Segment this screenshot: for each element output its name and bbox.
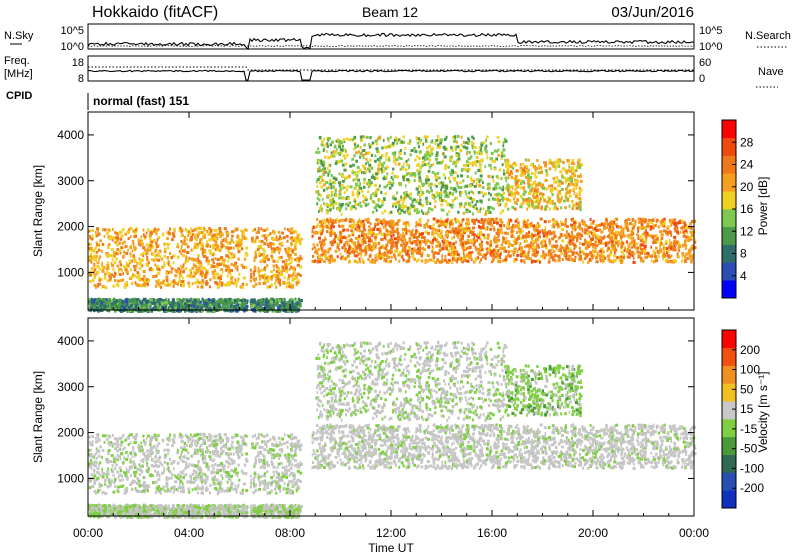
freq-unit-label: [MHz] — [4, 68, 33, 80]
nsky-line — [87, 32, 695, 51]
colorbar-swatch — [722, 419, 736, 438]
freq-trace — [87, 66, 695, 81]
colorbar-swatch — [722, 454, 736, 473]
colorbar-tick-label: 24 — [740, 158, 754, 172]
x-tick-label: 00:00 — [679, 526, 709, 540]
colorbar-tick-label: 20 — [740, 180, 754, 194]
colorbar-swatch — [722, 155, 736, 174]
freq-line — [87, 69, 695, 81]
velocity-scatter — [88, 340, 697, 519]
power-echo-band-2 — [311, 217, 697, 264]
colorbar-swatch — [722, 365, 736, 384]
nave-line — [88, 66, 694, 71]
power-scatter — [88, 134, 697, 313]
colorbar-swatch — [722, 330, 736, 349]
velocity-colorbar: 200 100 50 15 -15 -50 -100 -200 — [721, 329, 764, 509]
colorbar-swatch — [722, 173, 736, 192]
colorbar-swatch — [722, 383, 736, 402]
x-tick-label: 16:00 — [477, 526, 507, 540]
x-tick-label: 12:00 — [376, 526, 406, 540]
power-colorbar-label: Power [dB] — [756, 177, 770, 236]
colorbar-swatch — [722, 120, 736, 139]
colorbar-swatch — [722, 137, 736, 156]
colorbar-swatch — [722, 244, 736, 263]
nsky-tick-top: 10^5 — [60, 25, 84, 37]
colorbar-swatch — [722, 401, 736, 420]
velocity-echo-band-0 — [88, 432, 303, 496]
y-tick-label: 4000 — [57, 128, 84, 142]
power-echo-band-0 — [88, 226, 303, 290]
freq-label: Freq. — [4, 55, 30, 67]
nsearch-label: N.Search — [745, 30, 791, 42]
velocity-echo-band-3 — [315, 340, 508, 422]
power-y-ticks: 4000 3000 2000 1000 — [57, 128, 694, 279]
cpid-value: normal (fast) 151 — [93, 94, 189, 108]
nave-tick-bottom: 0 — [699, 73, 705, 85]
nsearch-tick-bottom: 10^0 — [699, 41, 723, 53]
colorbar-tick-label: 50 — [740, 382, 754, 396]
freq-tick-top: 18 — [72, 57, 84, 69]
y-tick-label: 2000 — [57, 426, 84, 440]
nsky-tick-bottom: 10^0 — [60, 41, 84, 53]
colorbar-tick-label: -200 — [740, 481, 764, 495]
freq-panel-frame — [87, 55, 695, 82]
x-tick-label: 20:00 — [578, 526, 608, 540]
power-echo-band-1 — [88, 297, 303, 313]
colorbar-swatch — [722, 347, 736, 366]
x-tick-label: 00:00 — [73, 526, 103, 540]
colorbar-tick-label: -100 — [740, 461, 764, 475]
colorbar-tick-label: 28 — [740, 135, 754, 149]
colorbar-swatch — [722, 436, 736, 455]
colorbar-tick-label: -15 — [740, 422, 758, 436]
y-tick-label: 3000 — [57, 380, 84, 394]
colorbar-tick-label: 100 — [740, 363, 760, 377]
power-echo-band-4 — [504, 158, 584, 212]
colorbar-swatch — [722, 472, 736, 491]
y-tick-label: 3000 — [57, 174, 84, 188]
power-ylabel: Slant Range [km] — [31, 165, 45, 257]
colorbar-swatch — [722, 209, 736, 228]
colorbar-tick-label: 8 — [740, 247, 747, 261]
x-axis-ticks: 00:00 04:00 08:00 12:00 16:00 20:00 00:00 — [73, 112, 709, 540]
colorbar-swatch — [722, 191, 736, 210]
x-axis-label: Time UT — [368, 541, 414, 554]
velocity-echo-band-4 — [504, 364, 584, 418]
y-tick-label: 2000 — [57, 220, 84, 234]
velocity-echo-band-1 — [88, 503, 303, 519]
power-colorbar: 28 24 20 16 12 8 4 — [721, 119, 754, 299]
colorbar-swatch — [722, 226, 736, 245]
beam-label: Beam 12 — [362, 4, 418, 20]
nsky-label: N.Sky — [4, 30, 34, 42]
cpid-label: CPID — [6, 90, 32, 102]
x-tick-label: 04:00 — [174, 526, 204, 540]
colorbar-swatch — [722, 490, 736, 509]
colorbar-swatch — [722, 262, 736, 281]
colorbar-swatch — [722, 280, 736, 299]
colorbar-tick-label: 200 — [740, 343, 760, 357]
date-label: 03/Jun/2016 — [611, 4, 694, 21]
power-echo-band-3 — [315, 134, 508, 216]
y-tick-label: 1000 — [57, 265, 84, 279]
nsearch-line — [87, 45, 695, 47]
y-tick-label: 1000 — [57, 471, 84, 485]
nave-label: Nave — [758, 66, 784, 78]
nsearch-tick-top: 10^5 — [699, 25, 723, 37]
nave-tick-top: 60 — [699, 57, 711, 69]
nsky-trace — [87, 32, 695, 51]
colorbar-tick-label: 16 — [740, 202, 754, 216]
nsky-panel-frame — [87, 23, 695, 50]
colorbar-tick-label: 4 — [740, 269, 747, 283]
freq-tick-bottom: 8 — [78, 73, 84, 85]
x-tick-label: 08:00 — [275, 526, 305, 540]
velocity-y-ticks: 4000 3000 2000 1000 — [57, 334, 694, 485]
colorbar-tick-label: 12 — [740, 224, 754, 238]
colorbar-tick-label: -50 — [740, 442, 758, 456]
velocity-echo-band-2 — [311, 423, 697, 470]
velocity-colorbar-label: Velocity [m s⁻¹] — [756, 371, 770, 452]
station-title: Hokkaido (fitACF) — [92, 4, 218, 21]
velocity-ylabel: Slant Range [km] — [31, 371, 45, 463]
colorbar-tick-label: 15 — [740, 402, 754, 416]
y-tick-label: 4000 — [57, 334, 84, 348]
